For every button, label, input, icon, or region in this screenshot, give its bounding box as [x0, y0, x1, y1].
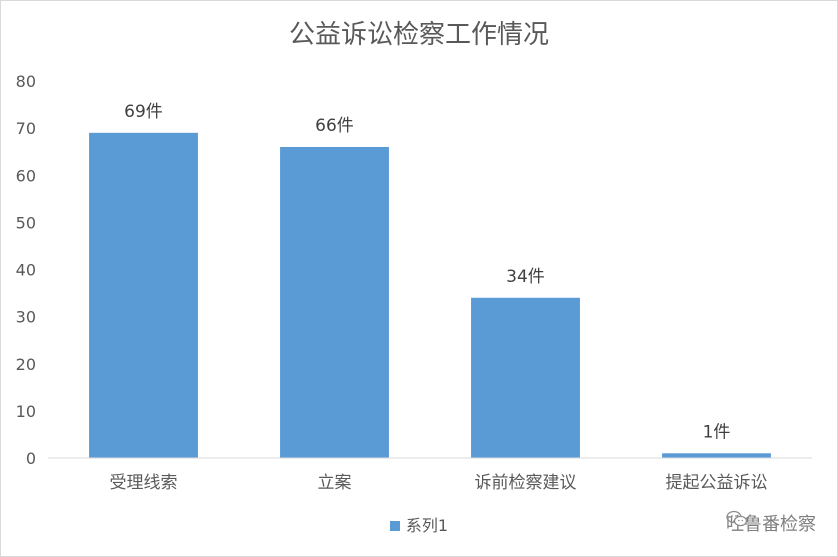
data-label: 1件 [703, 422, 731, 442]
bars [89, 132, 771, 458]
category-label: 诉前检察建议 [475, 473, 577, 493]
chart-title: 公益诉讼检察工作情况 [288, 20, 549, 50]
y-tick-label: 30 [16, 308, 36, 327]
legend-swatch [389, 521, 400, 531]
y-tick-label: 40 [16, 261, 36, 280]
category-labels: 受理线索 立案 诉前检察建议 提起公益诉讼 [110, 473, 768, 493]
bar-2 [280, 146, 389, 458]
watermark-text: 吐鲁番检察 [726, 514, 816, 535]
category-label: 立案 [318, 473, 352, 493]
wechat-icon [726, 510, 748, 527]
data-label: 66件 [315, 116, 354, 136]
y-tick-label: 80 [16, 72, 36, 91]
watermark: 吐鲁番检察 [726, 510, 816, 536]
y-tick-label: 10 [16, 402, 36, 421]
data-labels: 69件 66件 34件 1件 [124, 102, 730, 442]
data-label: 69件 [124, 102, 163, 122]
data-label: 34件 [506, 267, 545, 287]
legend: 系列1 [0, 512, 838, 536]
bar-3 [471, 297, 580, 458]
y-tick-label: 0 [26, 449, 36, 468]
y-tick-label: 60 [16, 166, 36, 185]
bar-4 [662, 453, 771, 458]
legend-label: 系列1 [405, 516, 449, 535]
category-label: 受理线索 [110, 473, 178, 493]
y-tick-label: 50 [16, 213, 36, 232]
y-axis-ticks: 0 10 20 30 40 50 60 70 80 [16, 72, 36, 468]
category-label: 提起公益诉讼 [666, 473, 768, 493]
bar-1 [89, 132, 198, 458]
y-tick-label: 20 [16, 355, 36, 374]
y-tick-label: 70 [16, 119, 36, 138]
